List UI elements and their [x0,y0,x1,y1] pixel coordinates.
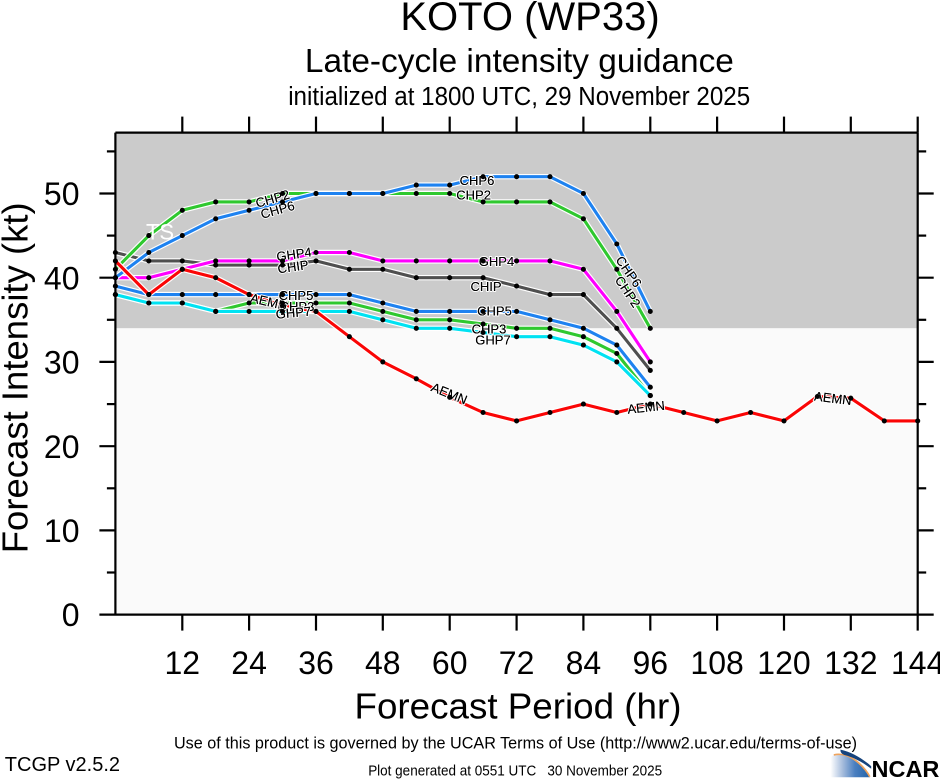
svg-text:132: 132 [824,645,877,681]
svg-text:Use of this product is governe: Use of this product is governed by the U… [174,733,857,752]
svg-text:CHP3: CHP3 [472,321,507,336]
svg-text:CHP3: CHP3 [280,299,315,314]
svg-text:GHP4: GHP4 [479,254,514,269]
svg-text:CHP5: CHP5 [477,303,512,318]
svg-text:GHP7: GHP7 [275,304,312,322]
svg-text:GHP7: GHP7 [475,332,510,347]
svg-text:24: 24 [231,645,267,681]
svg-text:initialized at 1800 UTC, 29 No: initialized at 1800 UTC, 29 November 202… [288,83,750,111]
svg-text:AEMN: AEMN [813,389,852,408]
svg-text:CHIP: CHIP [470,279,501,294]
svg-text:TS: TS [146,220,174,245]
svg-text:CHIP: CHIP [470,279,501,294]
svg-text:36: 36 [298,645,334,681]
svg-text:84: 84 [566,645,602,681]
svg-text:48: 48 [365,645,401,681]
svg-text:GHP4: GHP4 [275,244,312,264]
svg-text:40: 40 [44,260,80,296]
svg-text:AEMN: AEMN [627,398,666,417]
svg-text:60: 60 [432,645,468,681]
svg-text:CHP6: CHP6 [460,173,495,188]
svg-text:72: 72 [499,645,535,681]
svg-text:AEMN: AEMN [813,389,852,408]
svg-text:CHP6: CHP6 [460,173,495,188]
svg-text:Forecast Period (hr): Forecast Period (hr) [355,686,682,727]
svg-text:120: 120 [757,645,810,681]
svg-text:CHP2: CHP2 [456,188,491,203]
svg-text:96: 96 [633,645,669,681]
svg-text:GHP7: GHP7 [475,332,510,347]
svg-text:GHP4: GHP4 [479,254,514,269]
svg-text:0: 0 [62,597,80,633]
svg-text:CHP3: CHP3 [472,321,507,336]
svg-text:Forecast Intensity (kt): Forecast Intensity (kt) [0,202,35,553]
svg-text:KOTO (WP33): KOTO (WP33) [400,0,659,39]
svg-text:Late-cycle intensity guidance: Late-cycle intensity guidance [305,43,734,80]
svg-text:TCGP v2.5.2: TCGP v2.5.2 [5,754,120,776]
svg-text:30: 30 [44,345,80,381]
svg-text:10: 10 [44,513,80,549]
svg-text:CHP5: CHP5 [279,288,314,303]
svg-text:108: 108 [690,645,743,681]
svg-text:CHP5: CHP5 [477,303,512,318]
svg-text:CHP5: CHP5 [279,288,314,303]
svg-text:AEMN: AEMN [627,398,666,417]
svg-text:20: 20 [44,429,80,465]
svg-text:CHIP: CHIP [277,257,310,276]
svg-text:CHP3: CHP3 [280,299,315,314]
svg-text:50: 50 [44,176,80,212]
svg-text:12: 12 [165,645,201,681]
svg-text:144: 144 [891,645,940,681]
svg-text:NCAR: NCAR [872,756,940,780]
svg-text:Plot generated at 0551 UTC 3: Plot generated at 0551 UTC 30 November 2… [368,764,662,780]
